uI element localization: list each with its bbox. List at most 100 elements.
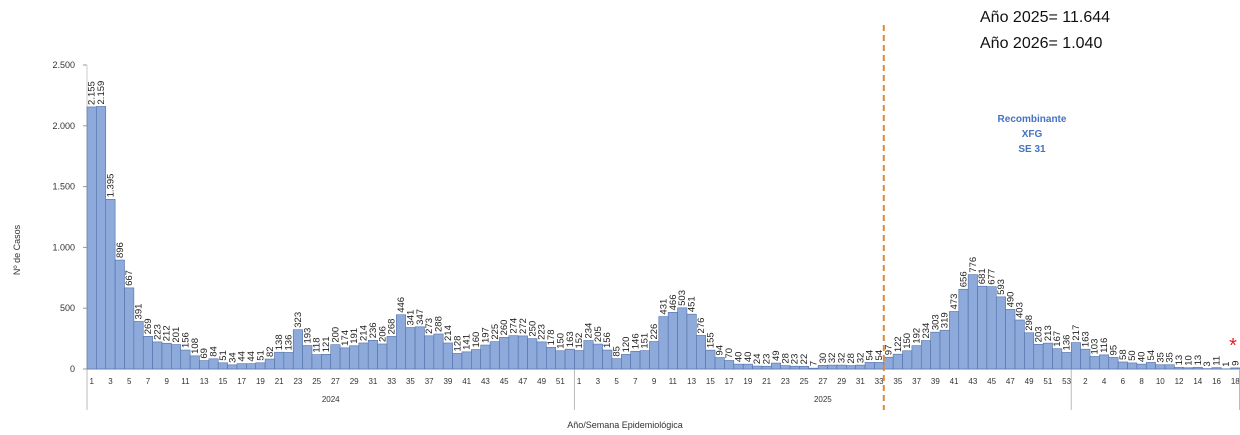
marker: * [1229, 335, 1237, 357]
data-label: 23 [790, 354, 801, 365]
bar [433, 333, 444, 370]
data-label: 156 [180, 332, 191, 348]
bar [142, 335, 153, 370]
bar [546, 347, 556, 370]
x-tick-label: 13 [687, 377, 696, 386]
bar [527, 338, 538, 370]
x-tick-label: 19 [743, 377, 752, 386]
data-label: 192 [912, 328, 923, 344]
data-label: 593 [996, 279, 1007, 295]
data-label: 466 [668, 294, 679, 310]
data-label: 226 [649, 324, 660, 340]
bar [639, 350, 650, 370]
bar [1061, 352, 1072, 370]
data-label: 116 [1099, 338, 1110, 353]
data-label: 260 [499, 320, 510, 336]
data-label: 234 [584, 323, 595, 339]
x-tick-label: 25 [800, 377, 809, 386]
bar [236, 363, 247, 370]
data-label: 40 [733, 352, 744, 363]
bar [864, 362, 875, 370]
y-tick-label: 2.500 [52, 60, 75, 70]
x-tick-label: 47 [518, 377, 527, 386]
bar [471, 349, 482, 370]
data-label: 197 [480, 327, 491, 343]
bar [555, 350, 566, 370]
x-tick-label: 14 [1193, 377, 1202, 386]
data-label: 146 [630, 333, 641, 349]
data-label: 32 [837, 353, 848, 364]
data-label: 213 [1043, 325, 1054, 341]
bar [302, 345, 313, 370]
y-tick-label: 2.000 [52, 121, 75, 131]
x-tick-label: 29 [350, 377, 359, 386]
x-tick-label: 11 [669, 377, 678, 386]
x-tick-label: 1 [577, 377, 582, 386]
bar [696, 335, 706, 370]
bar [1070, 342, 1081, 370]
data-label: 49 [771, 350, 782, 361]
data-label: 298 [1024, 315, 1035, 331]
bar [958, 288, 969, 370]
x-tick-label: 1 [89, 377, 94, 386]
bar [564, 348, 575, 370]
data-label: 446 [396, 297, 407, 313]
group-label: 2025 [814, 395, 832, 404]
bar [517, 335, 528, 370]
x-tick-label: 15 [706, 377, 715, 386]
bar [920, 340, 931, 370]
data-label: 155 [705, 332, 716, 348]
data-label: 212 [162, 325, 173, 341]
data-label: 9 [1230, 361, 1240, 366]
bar [489, 341, 500, 370]
data-label: 97 [883, 345, 894, 356]
data-label: 214 [443, 325, 454, 341]
data-label: 150 [555, 333, 566, 349]
x-tick-label: 49 [537, 377, 546, 386]
data-label: 1.395 [105, 174, 116, 198]
bar [349, 345, 360, 370]
bar [480, 344, 491, 370]
bar [752, 365, 763, 370]
x-tick-label: 9 [164, 377, 169, 386]
bar [499, 337, 510, 370]
x-tick-label: 8 [1139, 377, 1144, 386]
bar [321, 353, 332, 370]
x-tick-label: 35 [406, 377, 415, 386]
data-label: 191 [349, 328, 360, 344]
bar [508, 335, 519, 370]
data-label: 273 [424, 318, 435, 334]
bar [949, 311, 960, 370]
data-label: 108 [190, 338, 201, 354]
bar [1014, 319, 1025, 370]
x-tick-label: 25 [312, 377, 321, 386]
data-label: 656 [958, 271, 969, 287]
data-label: 121 [321, 336, 332, 352]
data-label: 250 [527, 321, 538, 337]
data-label: 85 [612, 346, 623, 357]
bar [1080, 348, 1091, 370]
data-label: 13 [1174, 355, 1185, 366]
x-tick-label: 53 [1062, 377, 1071, 386]
bar [658, 316, 669, 370]
data-label: 152 [574, 333, 585, 349]
bar [1145, 362, 1156, 370]
data-label: 136 [284, 335, 295, 351]
data-label: 40 [1137, 352, 1148, 363]
bar [761, 365, 772, 370]
x-tick-label: 27 [818, 377, 827, 386]
data-label: 303 [930, 314, 941, 330]
bar [714, 357, 725, 370]
note: Recombinante [998, 114, 1067, 125]
bar [574, 350, 585, 370]
bar [292, 329, 303, 370]
bar [667, 312, 678, 370]
data-label: 128 [452, 336, 463, 352]
data-label: 201 [171, 327, 182, 343]
data-label: 103 [1090, 339, 1101, 355]
data-label: 473 [949, 294, 960, 310]
data-label: 156 [602, 332, 613, 348]
bar [724, 360, 735, 370]
x-tick-label: 13 [200, 377, 209, 386]
data-label: 136 [1062, 335, 1073, 351]
